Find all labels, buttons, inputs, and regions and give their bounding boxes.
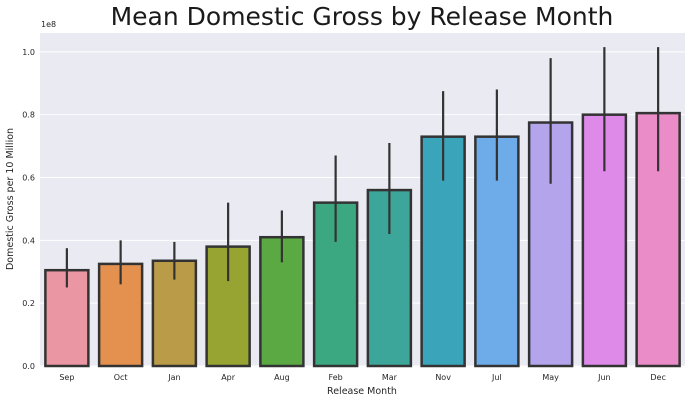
x-tick-label-jul: Jul [491,373,502,382]
y-tick-label: 0.0 [22,362,35,371]
y-tick-label: 1.0 [22,48,35,57]
chart-title: Mean Domestic Gross by Release Month [111,2,614,31]
x-tick-label-jun: Jun [597,373,611,382]
bar-feb [312,201,359,368]
x-tick-label-sep: Sep [59,373,74,382]
x-tick-label-jan: Jan [167,373,180,382]
x-tick-labels: Sep Oct Jan Apr Aug Feb Mar Nov Jul May Jun Dec [59,373,666,382]
x-axis-label: Release Month [327,386,397,397]
x-tick-label-nov: Nov [435,373,451,382]
y-tick-label: 0.6 [22,174,35,183]
x-tick-label-feb: Feb [329,373,343,382]
x-tick-label-mar: Mar [382,373,398,382]
y-tick-label: 0.8 [22,111,35,120]
x-tick-label-dec: Dec [650,373,665,382]
y-axis-label: Domestic Gross per 10 Million [5,128,16,270]
grid-lines [40,51,685,367]
y-tick-labels: 0.0 0.2 0.4 0.6 0.8 1.0 [22,48,35,371]
y-tick-label: 0.2 [22,299,35,308]
x-tick-label-oct: Oct [114,373,128,382]
plot-background [40,33,685,366]
x-tick-label-may: May [542,373,559,382]
x-tick-label-aug: Aug [274,373,290,382]
y-tick-label: 0.4 [22,236,35,245]
y-offset-label: 1e8 [41,20,56,29]
x-tick-label-apr: Apr [221,373,236,382]
error-bars [65,47,660,288]
bar-dec [635,111,681,368]
